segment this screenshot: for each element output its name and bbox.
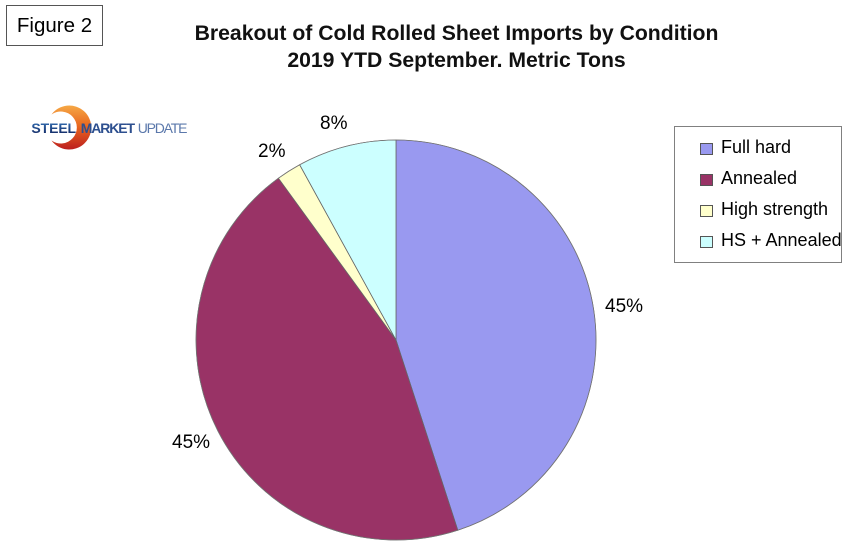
svg-text:MARKET: MARKET: [81, 120, 136, 136]
svg-text:UPDATE: UPDATE: [138, 120, 187, 136]
svg-text:STEEL: STEEL: [31, 120, 76, 136]
